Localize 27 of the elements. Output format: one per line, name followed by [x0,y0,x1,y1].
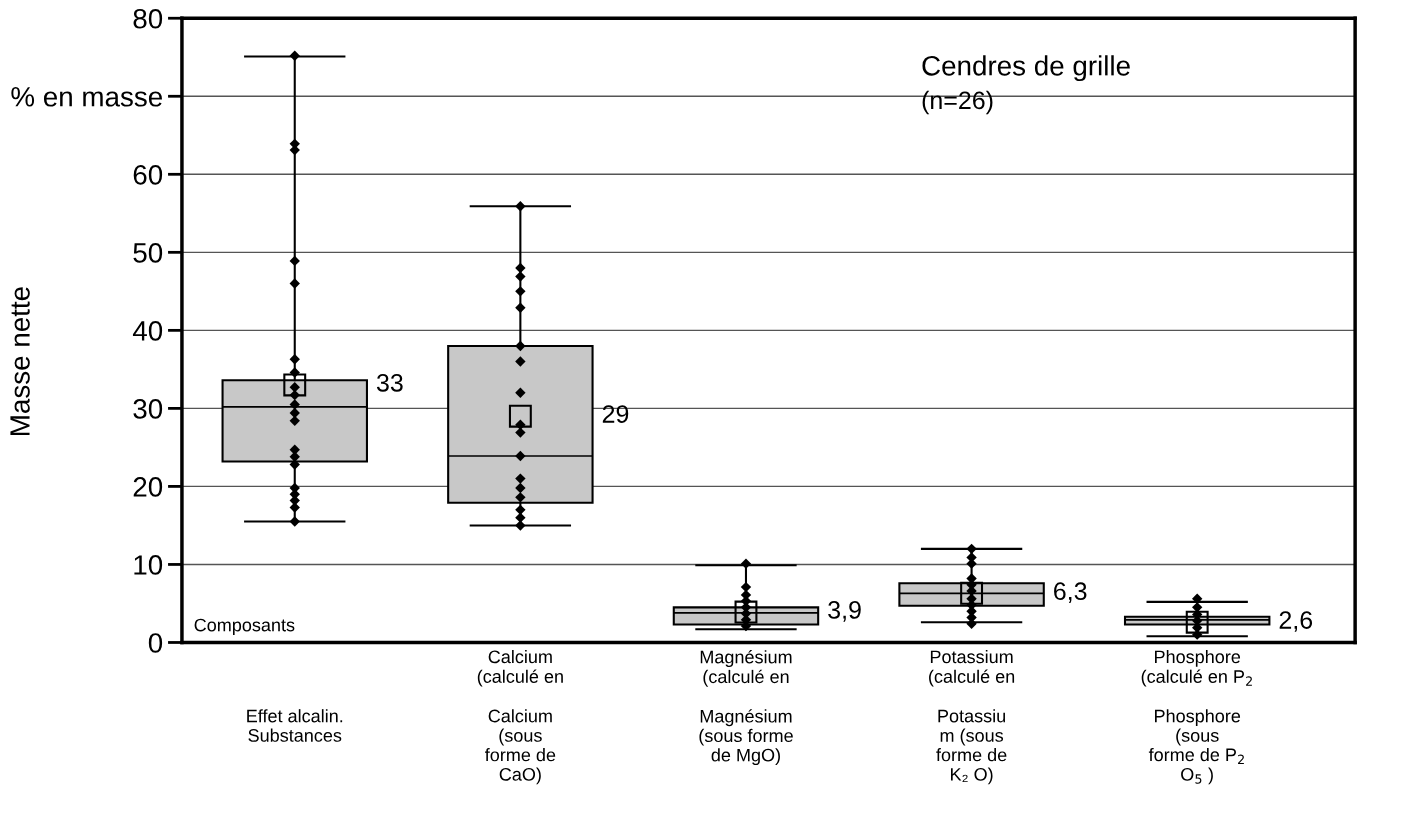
text: Cendres de grille [922,55,1130,82]
annotation: 3,9 [828,601,861,622]
text: Phosphore (calculé en P$_{2}$ [1141,649,1252,687]
annotation: Composants [194,618,295,635]
y-tick-label: 20 [133,477,163,497]
category-label: Phosphore (sous forme de P$_{2}$ O$_{5}$ ) [1148,709,1244,785]
x-tick-label: Effet alcalin. Substances [247,709,343,742]
x-tick-label: Calcium (sous forme de CaO) [485,709,556,785]
y-axis-title: Masse nette [10,287,30,435]
annotation: 33 [376,373,403,392]
text: Magnésium (calculé en [700,649,792,687]
y-tick-label: 0 [148,633,163,653]
annotation: 2,6 [1279,611,1313,632]
y-tick-label: 50 [133,243,163,263]
y-tick-label: 60 [133,164,163,185]
annotation: 6,3 [1054,582,1087,603]
text: Calcium (calculé en [477,649,563,687]
x-tick-label: Magnésium (sous forme de MgO) [699,709,793,766]
annotation: 29 [602,405,629,423]
y-tick-label: % en masse [11,87,162,107]
y-tick-label: 10 [134,555,163,575]
text: (n=26) [922,90,993,115]
text: Potassium (calculé en [929,649,1015,687]
y-tick-label: 40 [132,321,163,341]
x-tick-label: Potassiu m (sous forme de K₂ O) [936,709,1007,785]
y-tick-label: 30 [133,399,163,419]
y-tick-label: 80 [133,8,163,29]
